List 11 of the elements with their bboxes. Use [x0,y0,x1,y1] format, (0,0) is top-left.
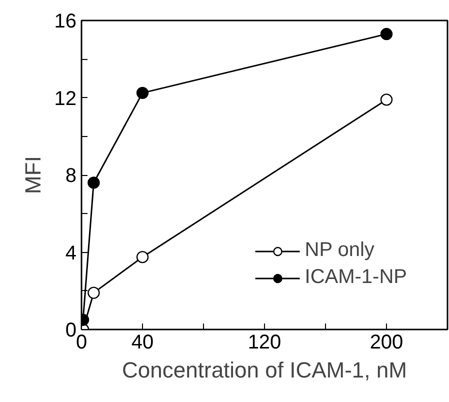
x-tick-label: 120 [248,332,282,354]
y-tick-label: 4 [65,242,76,264]
y-tick-label: 8 [65,165,76,187]
y-tick-label: 16 [54,10,77,32]
legend-label: ICAM-1-NP [304,266,407,289]
x-tick-label: 200 [370,332,404,354]
legend-label: NP only [304,239,374,262]
x-axis-title: Concentration of ICAM-1, nM [122,358,407,382]
y-axis-title: MFI [20,156,46,194]
y-tick-label: 12 [54,88,77,110]
x-tick-label: 40 [131,332,154,354]
